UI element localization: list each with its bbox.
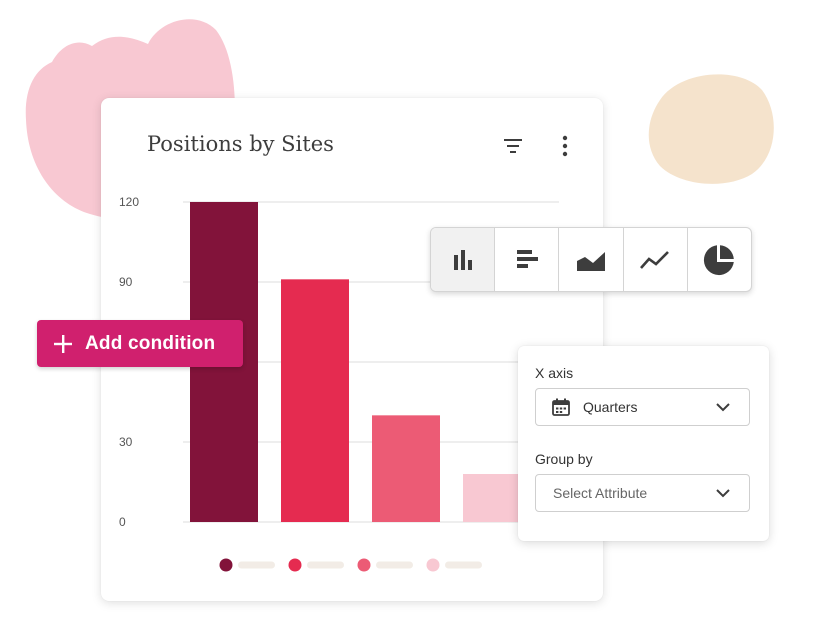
- x-axis-label: X axis: [535, 365, 574, 381]
- bar: [372, 415, 440, 522]
- legend-swatch: [426, 558, 440, 572]
- legend-label-placeholder: [376, 561, 413, 569]
- legend-label-placeholder: [445, 561, 482, 569]
- group-by-label: Group by: [535, 451, 593, 467]
- chart-type-pie-button[interactable]: [688, 228, 751, 291]
- filter-icon[interactable]: [501, 134, 525, 158]
- y-tick-label: 0: [119, 515, 126, 529]
- axis-config-panel: X axis Quarters Group by Select Attribut…: [518, 346, 769, 541]
- chart-type-area-button[interactable]: [559, 228, 624, 291]
- chart-type-horizontal-bar-button[interactable]: [495, 228, 560, 291]
- chevron-down-icon: [716, 489, 730, 498]
- legend-label-placeholder: [307, 561, 344, 569]
- more-vertical-icon[interactable]: [553, 134, 577, 158]
- line-chart-icon: [640, 250, 670, 269]
- y-tick-label: 120: [119, 195, 139, 209]
- chart-type-line-button[interactable]: [624, 228, 688, 291]
- add-condition-button[interactable]: Add condition: [37, 320, 243, 367]
- bar: [281, 279, 349, 522]
- horizontal-bar-chart-icon: [516, 249, 538, 268]
- group-by-select[interactable]: Select Attribute: [535, 474, 750, 512]
- add-condition-label: Add condition: [85, 332, 216, 354]
- legend-swatch: [219, 558, 233, 572]
- bar-chart-icon: [453, 249, 472, 270]
- legend-swatch: [288, 558, 302, 572]
- y-tick-label: 30: [119, 435, 133, 449]
- legend-label-placeholder: [238, 561, 275, 569]
- pie-chart-icon: [704, 244, 735, 275]
- legend-swatch: [357, 558, 371, 572]
- chart-type-toolbar: [430, 227, 752, 292]
- y-tick-label: 90: [119, 275, 133, 289]
- x-axis-select[interactable]: Quarters: [535, 388, 750, 426]
- calendar-icon: [552, 398, 570, 416]
- x-axis-value: Quarters: [583, 399, 638, 415]
- area-chart-icon: [577, 251, 605, 271]
- plus-icon: [54, 334, 72, 353]
- group-by-placeholder: Select Attribute: [553, 485, 648, 501]
- chevron-down-icon: [716, 403, 730, 412]
- chart-type-bar-button[interactable]: [431, 228, 496, 291]
- card-title: Positions by Sites: [147, 132, 334, 156]
- peach-blob-decoration: [648, 74, 774, 184]
